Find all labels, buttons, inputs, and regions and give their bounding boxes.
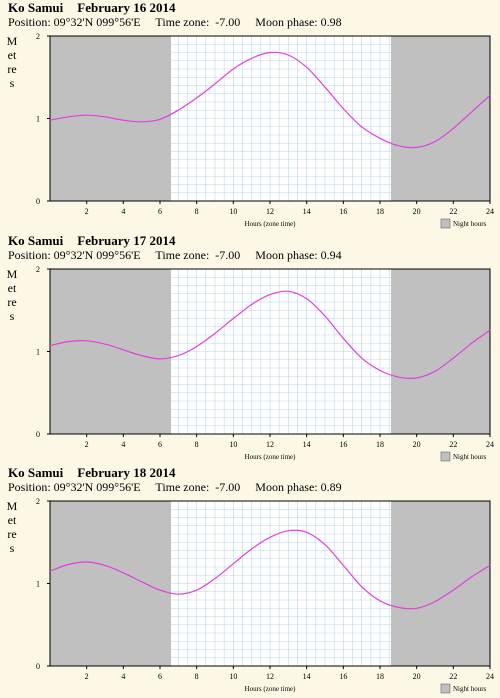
x-tick-label: 20: [413, 672, 421, 681]
tide-curve: [49, 529, 491, 610]
place-name: Ko Samui: [8, 0, 64, 15]
legend-label-night: Night hours: [453, 685, 487, 693]
y-tick-label: 0: [36, 662, 40, 671]
x-tick-label: 6: [158, 207, 162, 216]
tide-curve: [49, 290, 491, 380]
x-tick-label: 16: [339, 440, 347, 449]
timezone-text: Time zone: -7.00: [155, 248, 241, 262]
y-tick-label: 0: [36, 430, 40, 439]
y-tick-label: 2: [36, 265, 40, 274]
y-tick-label: 2: [36, 497, 40, 506]
tide-panel-feb-16: Ko Samui February 16 2014 Position: 09°32…: [0, 0, 500, 232]
chart-date: February 16 2014: [77, 0, 176, 15]
y-axis-label: Metres: [6, 34, 18, 90]
panel-title: Ko Samui February 17 2014: [8, 233, 175, 249]
x-tick-label: 14: [303, 672, 311, 681]
panel-info: Position: 09°32'N 099°56'E Time zone: -7…: [8, 15, 342, 30]
x-tick-label: 24: [486, 440, 494, 449]
timezone-text: Time zone: -7.00: [155, 480, 241, 494]
x-tick-label: 14: [303, 207, 311, 216]
night-band: [50, 269, 171, 434]
legend-swatch-night: [440, 683, 451, 694]
x-tick-label: 10: [229, 207, 237, 216]
night-band: [391, 269, 490, 434]
place-name: Ko Samui: [8, 465, 64, 480]
legend-swatch-night: [440, 218, 451, 229]
x-tick-label: 20: [413, 440, 421, 449]
x-tick-label: 8: [195, 672, 199, 681]
x-axis-label: Hours (zone time): [245, 220, 297, 228]
panel-info: Position: 09°32'N 099°56'E Time zone: -7…: [8, 248, 342, 263]
x-tick-label: 10: [229, 440, 237, 449]
night-band: [50, 501, 171, 666]
tide-curve: [49, 51, 491, 149]
x-tick-label: 18: [376, 207, 384, 216]
moon-phase-text: Moon phase: 0.89: [255, 480, 342, 494]
x-tick-label: 16: [339, 672, 347, 681]
x-tick-label: 12: [266, 207, 274, 216]
timezone-text: Time zone: -7.00: [155, 15, 241, 29]
place-name: Ko Samui: [8, 233, 64, 248]
x-tick-label: 10: [229, 672, 237, 681]
x-tick-label: 18: [376, 440, 384, 449]
moon-phase-text: Moon phase: 0.94: [255, 248, 342, 262]
night-band: [50, 36, 171, 201]
x-tick-label: 8: [195, 440, 199, 449]
chart-date: February 17 2014: [77, 233, 176, 248]
x-tick-label: 12: [266, 440, 274, 449]
x-tick-label: 22: [449, 440, 457, 449]
x-tick-label: 2: [85, 672, 89, 681]
position-text: Position: 09°32'N 099°56'E: [8, 480, 141, 494]
panel-title: Ko Samui February 18 2014: [8, 465, 175, 481]
legend-label-night: Night hours: [453, 220, 487, 228]
x-tick-label: 4: [121, 440, 125, 449]
x-tick-label: 16: [339, 207, 347, 216]
x-tick-label: 4: [121, 207, 125, 216]
y-axis-label: Metres: [6, 499, 18, 555]
tide-panel-feb-17: Ko Samui February 17 2014 Position: 09°32…: [0, 233, 500, 465]
x-tick-label: 24: [486, 672, 494, 681]
y-axis-label: Metres: [6, 267, 18, 323]
x-tick-label: 6: [158, 672, 162, 681]
night-band: [391, 501, 490, 666]
x-tick-label: 14: [303, 440, 311, 449]
x-tick-label: 2: [85, 207, 89, 216]
position-text: Position: 09°32'N 099°56'E: [8, 248, 141, 262]
y-tick-label: 2: [36, 32, 40, 41]
x-tick-label: 2: [85, 440, 89, 449]
legend-swatch-night: [440, 451, 451, 462]
x-tick-label: 24: [486, 207, 494, 216]
x-tick-label: 22: [449, 672, 457, 681]
x-tick-label: 6: [158, 440, 162, 449]
x-axis-label: Hours (zone time): [245, 453, 297, 461]
y-tick-label: 1: [36, 580, 40, 589]
x-tick-label: 20: [413, 207, 421, 216]
panel-info: Position: 09°32'N 099°56'E Time zone: -7…: [8, 480, 342, 495]
x-tick-label: 4: [121, 672, 125, 681]
position-text: Position: 09°32'N 099°56'E: [8, 15, 141, 29]
chart-date: February 18 2014: [77, 465, 176, 480]
moon-phase-text: Moon phase: 0.98: [255, 15, 342, 29]
x-tick-label: 8: [195, 207, 199, 216]
x-tick-label: 18: [376, 672, 384, 681]
y-tick-label: 1: [36, 115, 40, 124]
y-tick-label: 1: [36, 348, 40, 357]
x-axis-label: Hours (zone time): [245, 685, 297, 693]
night-band: [391, 36, 490, 201]
legend-label-night: Night hours: [453, 453, 487, 461]
x-tick-label: 22: [449, 207, 457, 216]
tide-panel-feb-18: Ko Samui February 18 2014 Position: 09°32…: [0, 465, 500, 697]
x-tick-label: 12: [266, 672, 274, 681]
panel-title: Ko Samui February 16 2014: [8, 0, 175, 16]
y-tick-label: 0: [36, 197, 40, 206]
